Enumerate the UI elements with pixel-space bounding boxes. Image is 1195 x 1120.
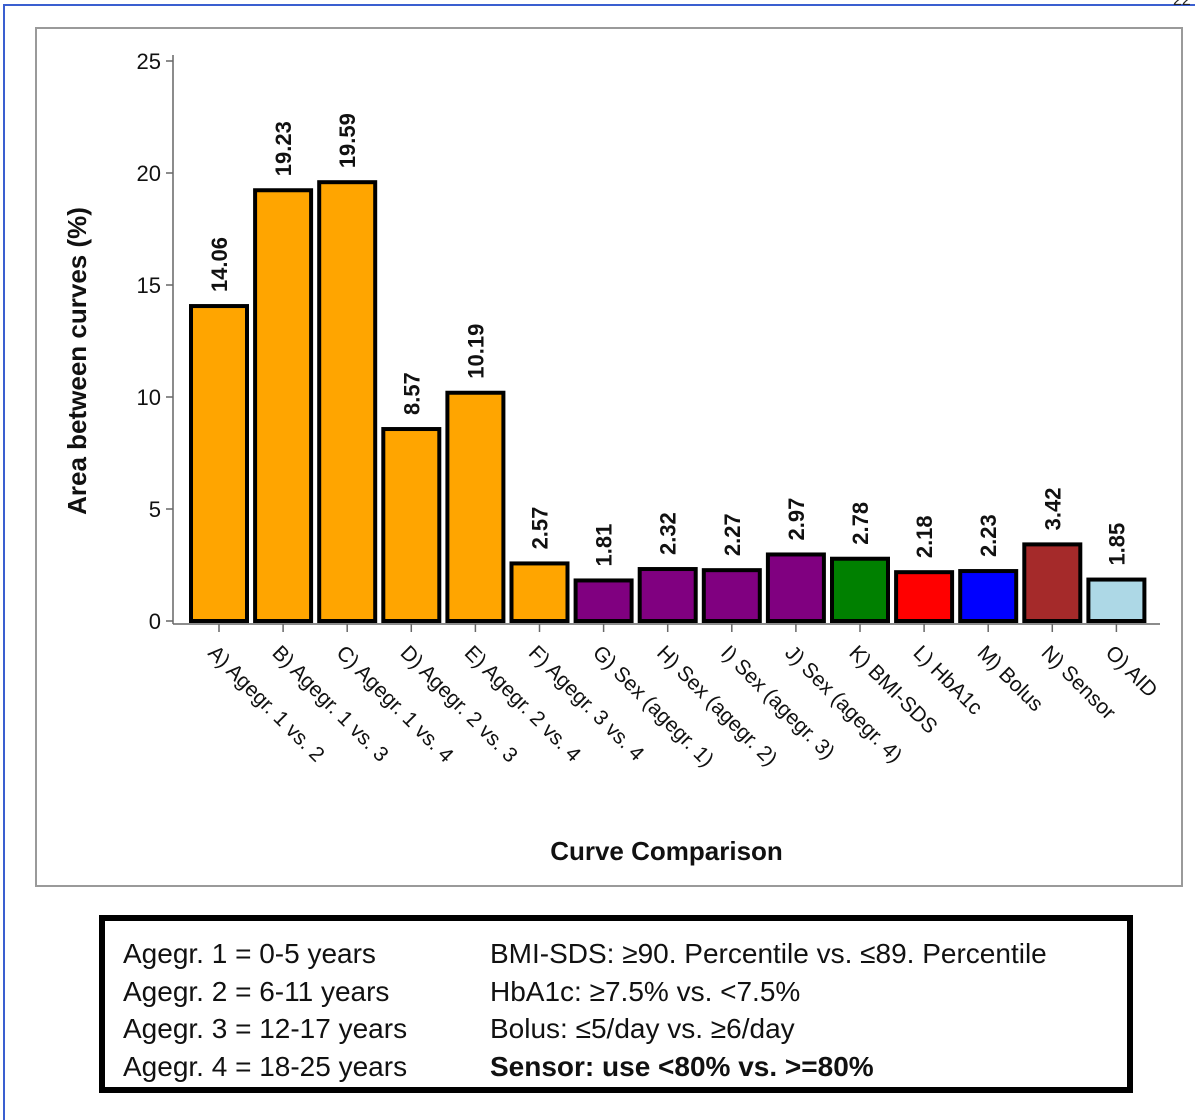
bar <box>637 567 698 623</box>
bar-value-label: 8.57 <box>399 372 424 415</box>
y-tick-label: 5 <box>149 497 161 522</box>
x-tick-label: E) Agegr. 2 vs. 4 <box>460 641 585 766</box>
legend-hba1c: HbA1c: ≥7.5% vs. <7.5% <box>490 975 801 1007</box>
x-tick-label: A) Agegr. 1 vs. 2 <box>203 641 328 766</box>
bar <box>958 569 1019 623</box>
x-tick-label: C) Agegr. 1 vs. 4 <box>332 641 458 767</box>
x-tick-label: B) Agegr. 1 vs. 3 <box>268 641 393 766</box>
y-axis-title: Area between curves (%) <box>62 207 92 515</box>
bar-value-label: 1.85 <box>1104 523 1129 566</box>
bar-value-label: 2.78 <box>848 502 873 545</box>
y-tick-label: 15 <box>137 273 161 298</box>
bar-value-label: 19.59 <box>335 113 360 168</box>
bar-value-label: 3.42 <box>1040 488 1065 531</box>
legend-agegr-1: Agegr. 1 = 0-5 years <box>123 938 376 969</box>
bar <box>445 390 506 623</box>
bar <box>381 427 442 624</box>
x-tick-label: H) Sex (agegr. 2) <box>652 641 781 770</box>
bar <box>701 568 762 623</box>
bar <box>509 561 570 624</box>
bar <box>189 304 249 623</box>
x-tick-label: J) Sex (agegr. 4) <box>780 641 906 767</box>
bar-value-label: 14.06 <box>207 237 232 292</box>
bar-value-label: 2.97 <box>784 498 809 541</box>
bar-value-label: 19.23 <box>271 121 296 176</box>
bar <box>830 556 890 624</box>
bar <box>765 552 826 623</box>
bar-value-label: 10.19 <box>463 324 488 379</box>
legend-sensor: Sensor: use <80% vs. >=80% <box>490 1050 874 1082</box>
y-tick-label: 25 <box>137 49 161 74</box>
bar <box>317 180 378 624</box>
legend-box: Agegr. 1 = 0-5 years Agegr. 2 = 6-11 yea… <box>99 915 1133 1093</box>
legend-bolus: Bolus: ≤5/day vs. ≥6/day <box>490 1013 795 1044</box>
bar-chart: 0 5 10 15 20 25 Area between curves (%) 14.06 A)… <box>62 49 1162 866</box>
y-tick-label: 0 <box>149 609 161 634</box>
bar <box>1022 542 1083 624</box>
legend-agegroups: Agegr. 1 = 0-5 years Agegr. 2 = 6-11 yea… <box>123 935 407 1085</box>
bar-value-label: 1.81 <box>592 524 617 567</box>
bar-value-label: 2.57 <box>528 507 553 550</box>
bar-value-label: 2.23 <box>976 514 1001 557</box>
y-tick-label: 20 <box>137 161 161 186</box>
legend-agegr-2: Agegr. 2 = 6-11 years <box>123 975 390 1007</box>
legend-definitions: BMI-SDS: ≥90. Percentile vs. ≤89. Percen… <box>490 935 1047 1085</box>
bar <box>894 570 955 624</box>
bar <box>1086 577 1147 623</box>
y-tick-label: 10 <box>137 385 161 410</box>
x-tick-label: I) Sex (agegr. 3) <box>716 641 839 764</box>
x-tick-label: F) Agegr. 3 vs. 4 <box>524 641 649 766</box>
x-tick-label: G) Sex (agegr. 1) <box>588 641 718 771</box>
x-tick-label: D) Agegr. 2 vs. 3 <box>396 641 522 767</box>
page-number: 22 <box>1173 0 1191 9</box>
legend-bmi-sds: BMI-SDS: ≥90. Percentile vs. ≤89. Percen… <box>490 938 1047 969</box>
bar <box>253 188 314 624</box>
page-frame: 22 <box>3 0 1195 1120</box>
bar-value-label: 2.27 <box>720 513 745 556</box>
x-axis-title: Curve Comparison <box>550 836 783 866</box>
legend-agegr-3: Agegr. 3 = 12-17 years <box>123 1013 408 1044</box>
legend-agegr-4: Agegr. 4 = 18-25 years <box>123 1050 408 1082</box>
bar <box>573 578 634 623</box>
bar-value-label: 2.18 <box>912 515 937 558</box>
x-tick-label: O) AID <box>1101 641 1162 702</box>
bar-value-label: 2.32 <box>656 512 681 555</box>
